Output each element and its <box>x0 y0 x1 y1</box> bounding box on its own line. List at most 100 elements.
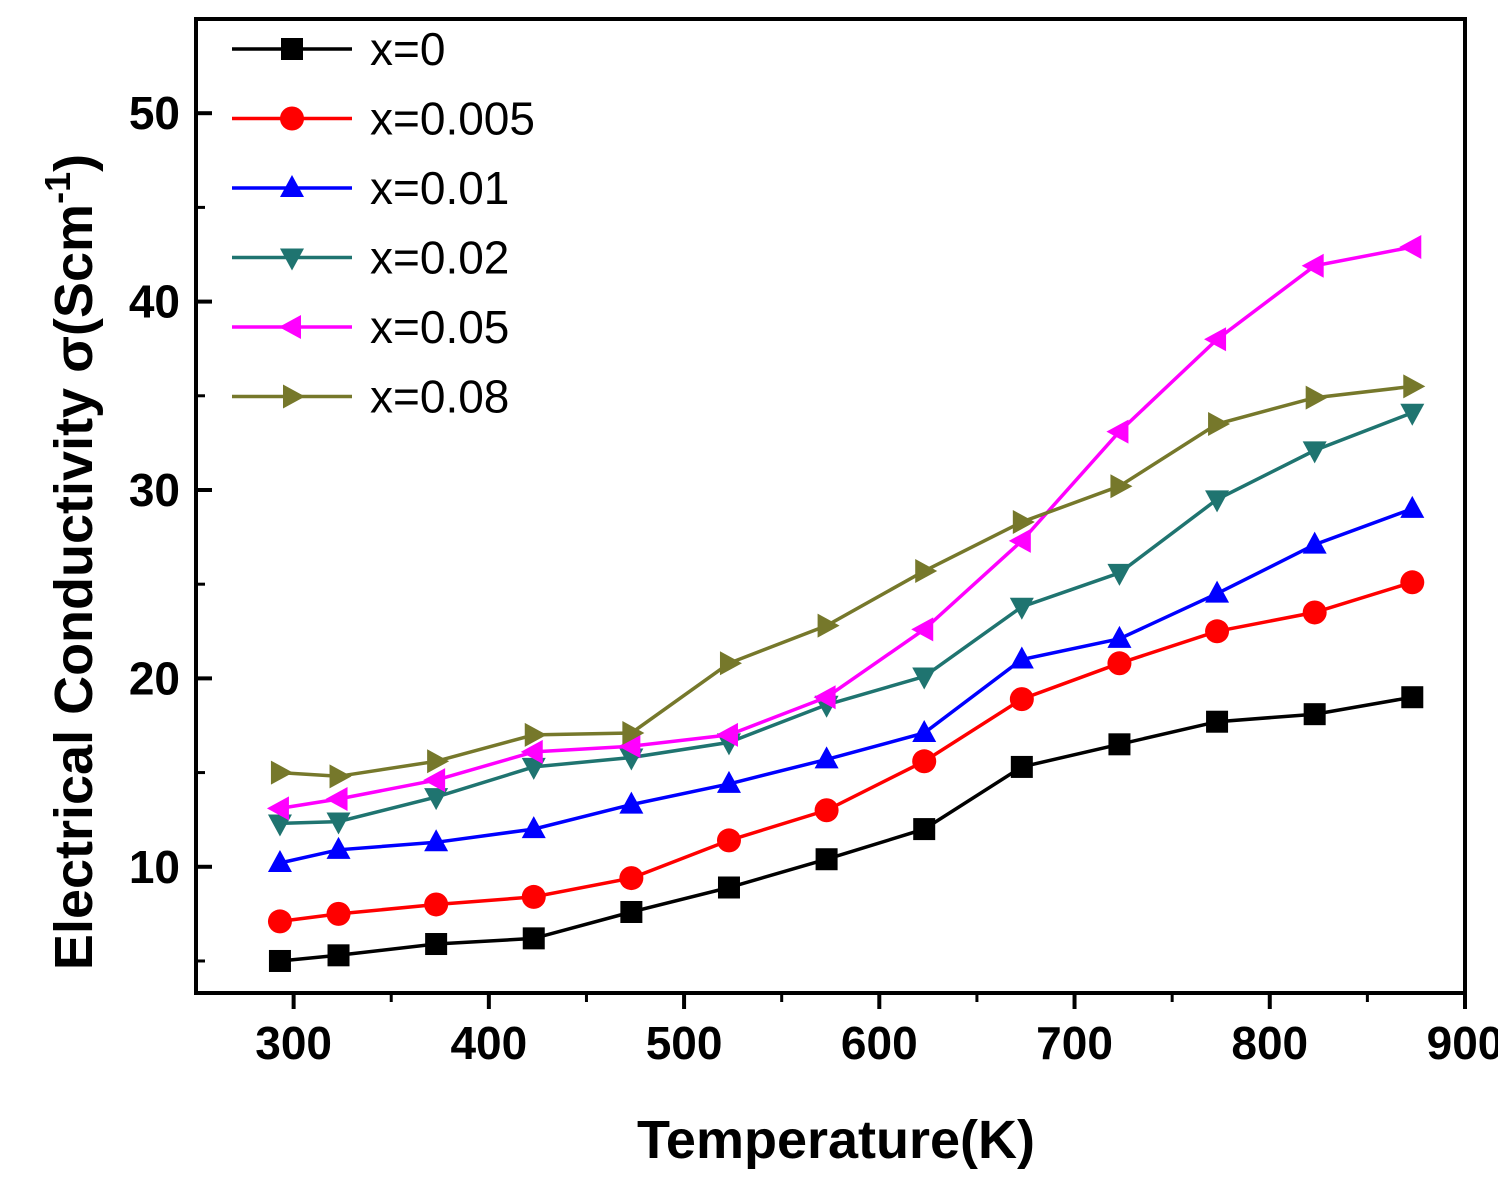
data-point <box>1107 563 1132 586</box>
legend-marker <box>279 315 301 339</box>
data-point <box>520 739 543 764</box>
data-point <box>326 901 351 926</box>
legend-entry: x=0.08 <box>232 371 509 423</box>
data-point <box>1205 619 1230 644</box>
legend-marker <box>283 384 305 409</box>
y-axis-title-superscript: -1 <box>37 172 78 204</box>
legend-entry: x=0.02 <box>232 232 509 284</box>
y-axis-title: Electrical Conductivity σ(Scm-1) <box>37 154 104 970</box>
y-tick-label: 40 <box>129 276 180 328</box>
data-point <box>912 720 937 743</box>
legend: x=0 x=0.005 x=0.01 x=0.02 x=0.05 x=0.08 <box>232 23 535 423</box>
x-tick-label: 500 <box>646 1017 723 1069</box>
data-point <box>1204 327 1227 352</box>
data-point <box>618 734 641 759</box>
x-axis-title: Temperature(K) <box>637 1110 1035 1170</box>
legend-entry: x=0.01 <box>232 162 509 214</box>
data-point <box>423 768 446 793</box>
data-point <box>1403 374 1426 399</box>
data-point <box>424 788 449 811</box>
data-point <box>912 749 937 774</box>
series-line <box>279 507 1413 865</box>
data-point <box>1205 580 1230 603</box>
data-point <box>913 818 936 841</box>
data-point <box>327 944 350 967</box>
series-line <box>279 695 1413 963</box>
series-line <box>279 580 1413 924</box>
data-point <box>719 651 742 676</box>
legend-label: x=0.08 <box>370 371 509 423</box>
data-point <box>912 667 937 690</box>
data-point <box>1205 490 1230 513</box>
data-point <box>813 685 836 710</box>
data-point <box>1400 570 1425 595</box>
data-point <box>1208 412 1231 437</box>
legend-label: x=0 <box>370 23 445 75</box>
data-point <box>620 900 643 923</box>
data-point <box>521 816 546 839</box>
data-point <box>1206 710 1229 733</box>
data-point <box>1302 531 1327 554</box>
legend-label: x=0.02 <box>370 232 509 284</box>
data-point <box>1399 234 1422 259</box>
data-point <box>716 770 741 793</box>
data-point <box>1106 419 1129 444</box>
legend-marker <box>280 248 304 271</box>
data-point <box>325 786 348 811</box>
data-point <box>1008 528 1031 553</box>
data-point <box>329 764 352 789</box>
data-point <box>717 876 740 899</box>
data-point <box>424 892 449 917</box>
series-line <box>279 411 1413 826</box>
data-point <box>814 798 839 823</box>
data-point <box>268 949 291 972</box>
x-tick-label: 600 <box>841 1017 918 1069</box>
data-point <box>619 791 644 814</box>
data-point <box>622 721 645 746</box>
data-point <box>911 617 934 642</box>
data-point <box>522 927 545 950</box>
legend-marker <box>280 175 304 197</box>
series-x=0.02 <box>267 403 1425 837</box>
legend-entry: x=0.005 <box>232 93 535 145</box>
y-tick-label: 20 <box>129 652 180 704</box>
data-point <box>326 836 351 859</box>
data-point <box>425 933 448 956</box>
data-point <box>1401 686 1424 709</box>
y-tick-label: 10 <box>129 841 180 893</box>
data-point <box>915 558 938 583</box>
y-axis-ticks: 10 20 30 40 50 <box>129 87 212 963</box>
data-point <box>267 850 292 873</box>
data-point <box>1302 441 1327 464</box>
series-x=0.05 <box>266 234 1422 821</box>
data-point <box>1009 687 1034 712</box>
legend-marker <box>280 106 304 131</box>
data-point <box>1009 646 1034 669</box>
data-point <box>1107 651 1132 676</box>
data-point <box>1400 403 1425 426</box>
legend-marker <box>281 38 303 60</box>
x-tick-label: 700 <box>1036 1017 1113 1069</box>
y-tick-label: 50 <box>129 87 180 139</box>
x-tick-label: 400 <box>450 1017 527 1069</box>
data-point <box>1010 755 1033 778</box>
data-point <box>814 746 839 769</box>
x-tick-label: 300 <box>255 1017 332 1069</box>
data-point <box>1301 253 1324 278</box>
data-point <box>270 760 293 785</box>
data-point <box>817 613 840 638</box>
legend-label: x=0.05 <box>370 301 509 353</box>
data-point <box>427 749 450 774</box>
data-point <box>424 829 449 852</box>
data-point <box>1107 625 1132 648</box>
series-x=0.01 <box>267 495 1425 873</box>
data-point <box>524 722 547 747</box>
data-point <box>1400 495 1425 518</box>
data-point <box>716 828 741 853</box>
data-point <box>1009 597 1034 620</box>
series-x=0.08 <box>270 374 1426 789</box>
data-point <box>266 796 289 821</box>
series-x=0 <box>268 686 1424 972</box>
legend-label: x=0.005 <box>370 93 535 145</box>
